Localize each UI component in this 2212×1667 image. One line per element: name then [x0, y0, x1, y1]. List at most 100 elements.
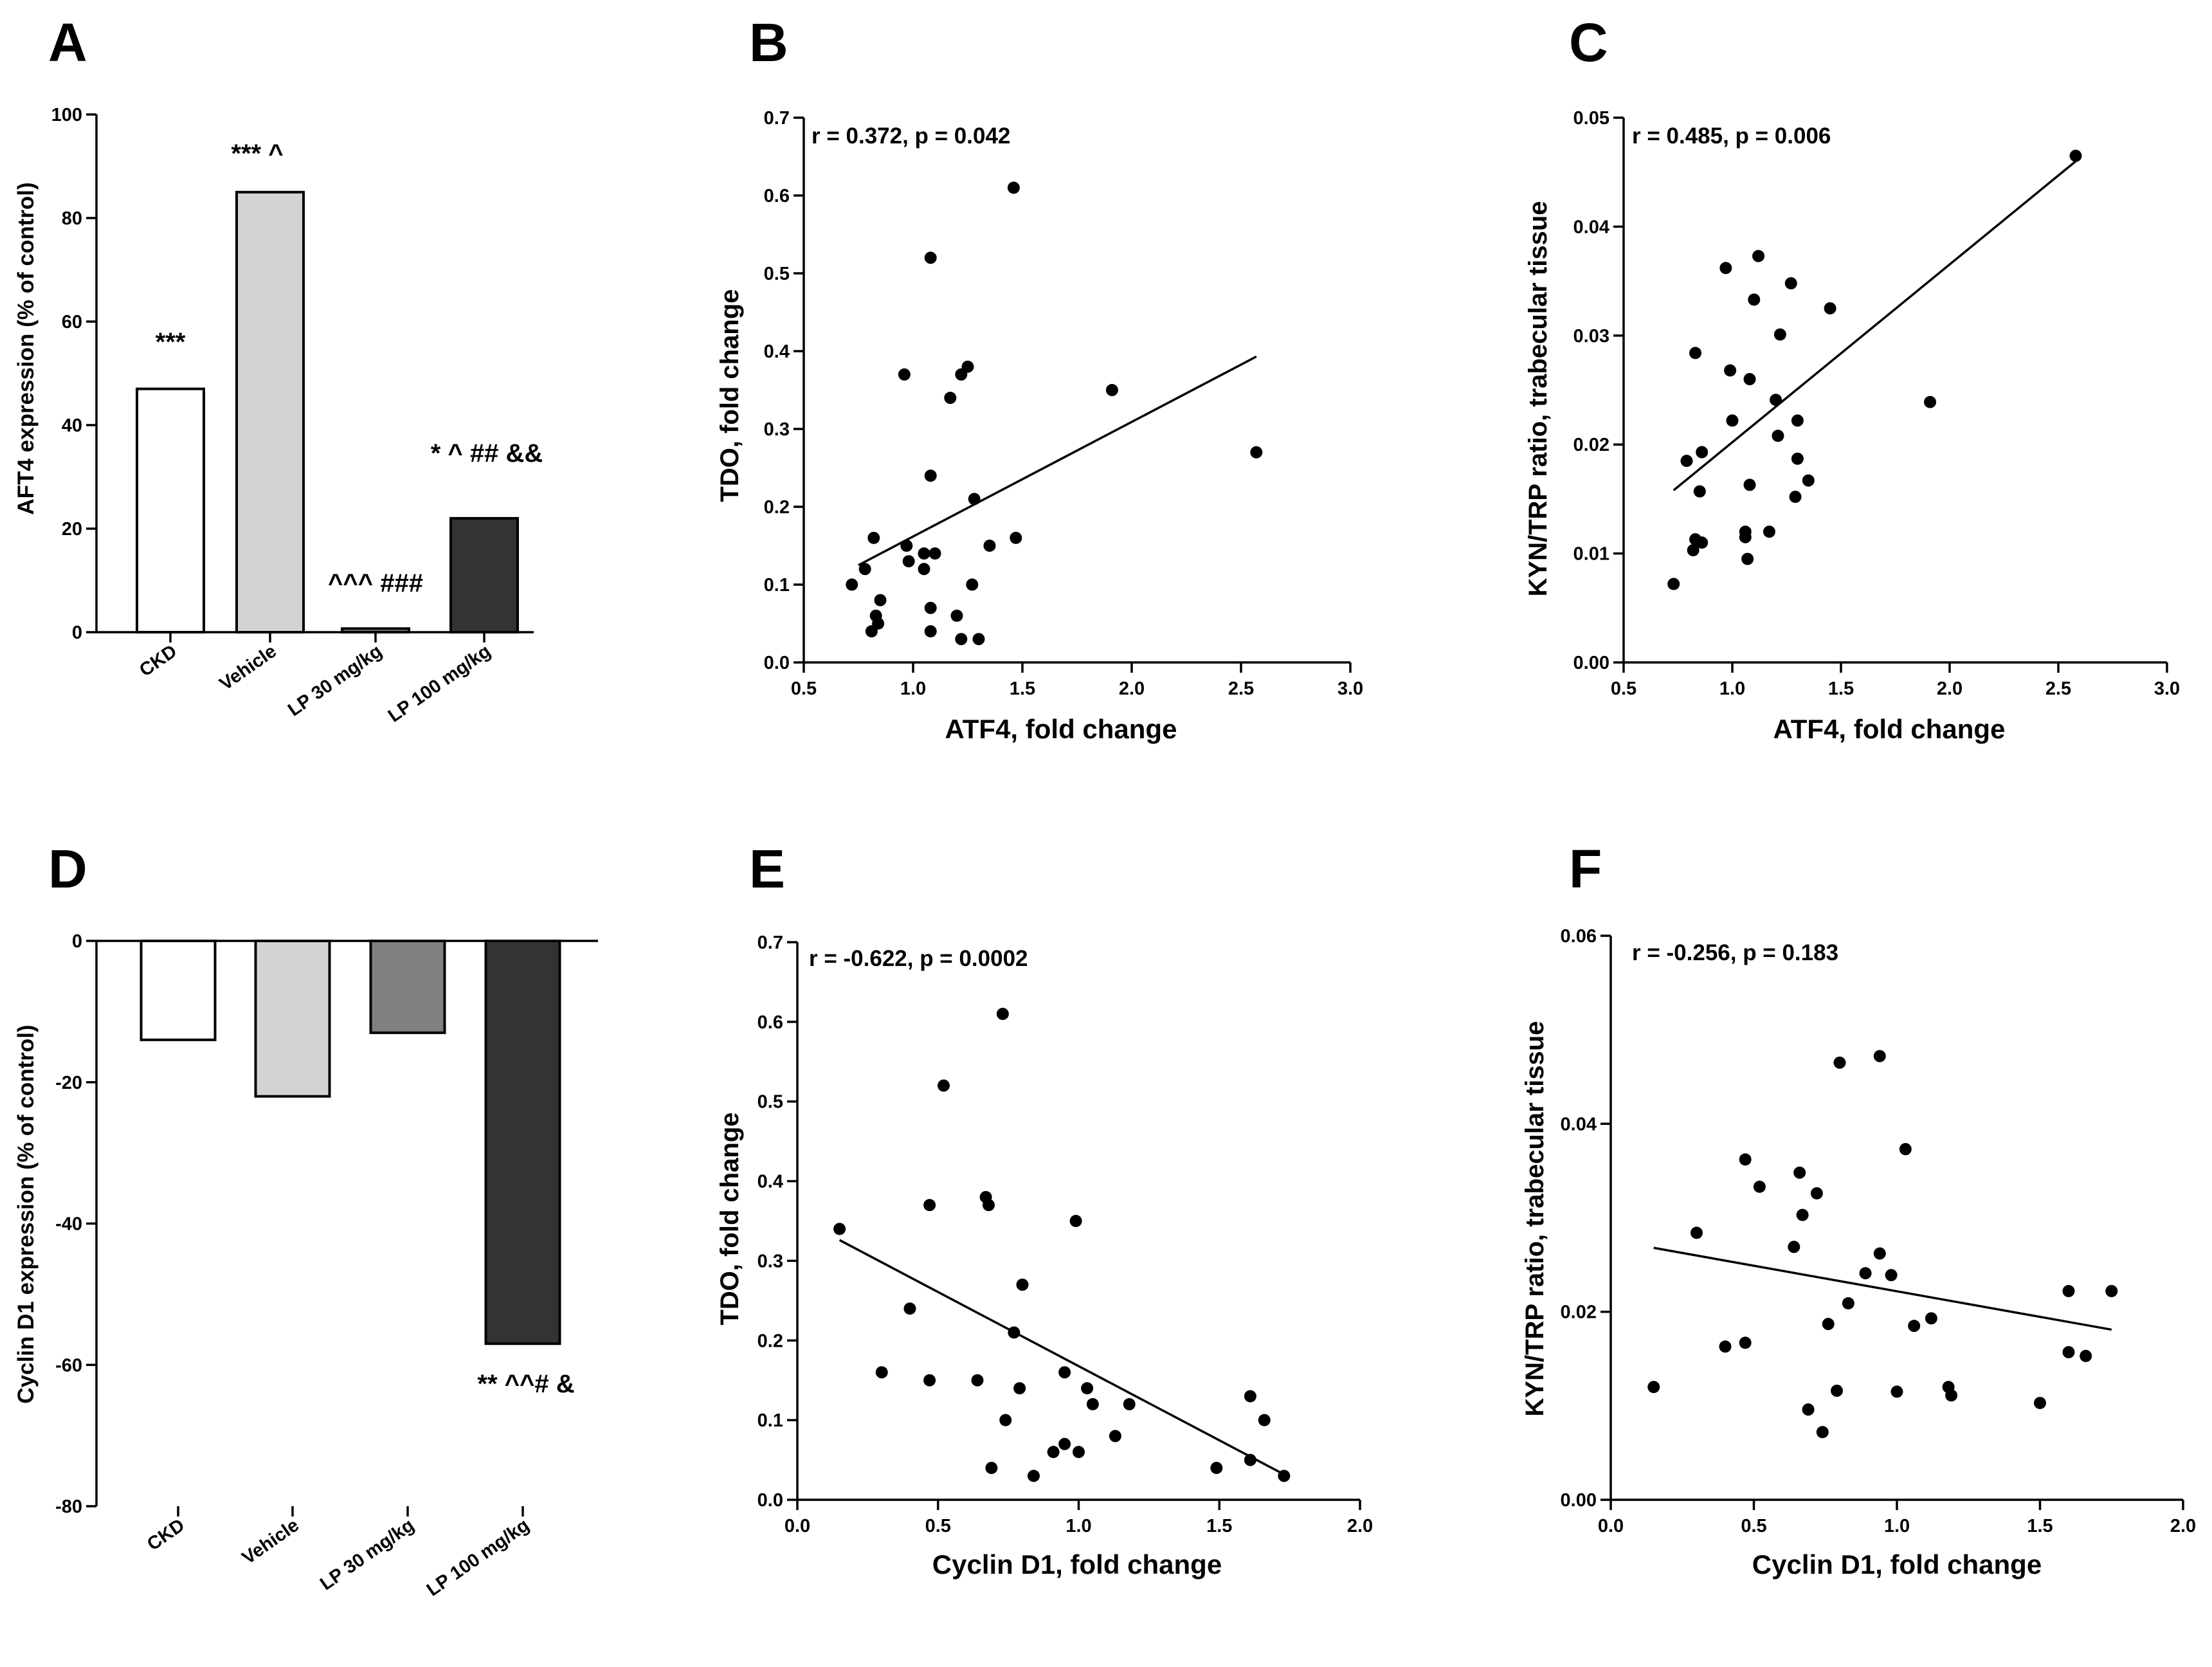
panel-a-y-tick-label: 40	[62, 415, 82, 436]
panel-c-data-point	[1696, 446, 1709, 459]
panel-e-data-point	[1008, 1326, 1020, 1339]
panel-e-y-tick-label: 0.4	[757, 1172, 783, 1192]
panel-c-data-point	[1726, 414, 1739, 427]
panel-b-data-point	[972, 633, 985, 646]
panel-b-data-point	[968, 493, 981, 506]
panel-c-data-point	[1689, 347, 1702, 360]
panel-c-data-point	[1667, 578, 1680, 590]
panel-f-data-point	[1822, 1318, 1835, 1331]
panel-d-y-tick-label: 0	[72, 931, 82, 952]
panel-b-letter: B	[749, 12, 788, 73]
panel-f-x-tick-label: 0.5	[1741, 1516, 1766, 1536]
panel-c-data-point	[1739, 531, 1752, 543]
panel-d-bar	[140, 940, 217, 1041]
panel-c-y-tick-label: 0.00	[1573, 653, 1609, 673]
panel-b-y-tick-label: 0.4	[764, 342, 790, 362]
panel-a-significance-label: * ^ ## &&	[431, 439, 543, 468]
panel-e-data-point	[1069, 1215, 1082, 1227]
panel-b-data-point	[944, 392, 957, 405]
panel-d-category-label: CKD	[143, 1515, 188, 1555]
panel-f-y-tick-label: 0.00	[1561, 1490, 1597, 1511]
panel-c-xlabel: ATF4, fold change	[1773, 714, 2006, 744]
panel-a-category-label: LP 30 mg/kg	[284, 641, 386, 721]
panel-a: A AFT4 expression (% of control) 0 20 40 60…	[14, 12, 543, 727]
panel-e-data-point	[996, 1007, 1009, 1020]
panel-b-y-tick-label: 0.5	[764, 264, 790, 284]
panel-e-x-tick-label: 2.0	[1347, 1516, 1373, 1536]
panel-b-data-point	[918, 563, 930, 576]
panel-f-data-point	[1719, 1340, 1732, 1353]
panel-f-data-point	[2062, 1346, 2075, 1359]
panel-b-data-point	[874, 594, 887, 606]
panel-f-data-point	[1739, 1336, 1752, 1349]
panel-e-data-point	[1016, 1279, 1029, 1291]
panel-a-category-label: Vehicle	[216, 641, 280, 695]
panel-b-data-point	[966, 578, 979, 591]
panel-b-data-point	[924, 469, 937, 482]
panel-b-data-point	[900, 540, 913, 552]
panel-f-data-point	[1796, 1208, 1809, 1221]
panel-a-category-label: CKD	[136, 641, 181, 681]
panel-f-x-tick-label: 0.0	[1598, 1516, 1624, 1536]
panel-c-data-point	[1770, 394, 1782, 406]
panel-e: E r = -0.622, p = 0.0002 TDO, fold chang…	[716, 839, 1373, 1580]
panel-f-xlabel: Cyclin D1, fold change	[1752, 1549, 2042, 1580]
panel-b-y-tick-label: 0.3	[764, 419, 790, 440]
panel-c-letter: C	[1569, 12, 1608, 73]
panel-f-letter: F	[1569, 839, 1602, 899]
panel-e-x-tick-label: 1.5	[1206, 1516, 1232, 1536]
panel-c-y-tick-label: 0.05	[1573, 108, 1609, 129]
panel-c-stat: r = 0.485, p = 0.006	[1632, 123, 1831, 149]
panel-c-data-point	[2069, 149, 2082, 162]
panel-c-data-point	[1791, 414, 1804, 427]
panel-e-data-point	[1244, 1453, 1256, 1466]
panel-b-y-tick-label: 0.7	[764, 108, 790, 129]
panel-a-significance-label: *** ^	[231, 140, 283, 168]
panel-e-data-point	[1073, 1446, 1085, 1459]
panel-b-data-point	[858, 563, 871, 576]
panel-a-bar	[449, 516, 519, 634]
panel-c-data-point	[1741, 552, 1754, 565]
panel-f-x-tick-label: 2.0	[2170, 1516, 2196, 1536]
panel-f-data-point	[2105, 1285, 2118, 1298]
panel-b-data-point	[1105, 384, 1118, 396]
panel-f-data-point	[1802, 1403, 1815, 1416]
panel-a-y-tick-label: 80	[62, 208, 82, 229]
panel-e-data-point	[1258, 1414, 1271, 1426]
panel-f-data-point	[1890, 1385, 1903, 1398]
panel-b-stat: r = 0.372, p = 0.042	[811, 123, 1010, 149]
panel-a-y-tick-label: 20	[62, 519, 82, 540]
panel-b-xlabel: ATF4, fold change	[945, 714, 1177, 744]
panel-d-y-tick-label: -60	[55, 1355, 82, 1376]
panel-c-regression-line	[1673, 160, 2077, 491]
panel-b-data-point	[1010, 531, 1022, 544]
panel-e-data-point	[1278, 1470, 1291, 1482]
panel-b: B r = 0.372, p = 0.042 TDO, fold change …	[716, 12, 1363, 744]
panel-f-data-point	[1647, 1381, 1660, 1394]
panel-e-y-tick-label: 0.3	[757, 1251, 783, 1271]
panel-b-x-tick-label: 2.5	[1228, 679, 1254, 699]
panel-f-y-tick-label: 0.06	[1561, 926, 1597, 947]
panel-d-category-label: LP 100 mg/kg	[423, 1515, 533, 1601]
panel-b-data-point	[924, 601, 937, 614]
panel-f-data-point	[1873, 1247, 1886, 1260]
panel-c-data-point	[1719, 262, 1732, 275]
panel-f-x-tick-label: 1.5	[2027, 1516, 2053, 1536]
panel-f-data-point	[1833, 1056, 1846, 1069]
panel-b-x-tick-label: 3.0	[1337, 679, 1363, 699]
panel-c-y-tick-label: 0.04	[1573, 217, 1609, 237]
panel-d-ylabel: Cyclin D1 expression (% of control)	[14, 1025, 39, 1403]
panel-e-data-point	[1013, 1382, 1026, 1395]
panel-e-data-point	[1123, 1398, 1136, 1410]
panel-e-y-tick-label: 0.2	[757, 1331, 783, 1351]
panel-d-bar	[254, 940, 331, 1098]
panel-b-data-point	[902, 555, 915, 568]
panel-b-data-point	[898, 368, 911, 381]
panel-e-y-tick-label: 0.0	[757, 1490, 783, 1511]
panel-f-data-point	[1831, 1384, 1844, 1397]
panel-a-category-label: LP 100 mg/kg	[385, 641, 494, 727]
panel-c-data-point	[1680, 455, 1693, 468]
panel-b-y-tick-label: 0.1	[764, 575, 790, 596]
panel-f-data-point	[1788, 1241, 1800, 1253]
panel-e-x-tick-label: 0.0	[784, 1516, 810, 1536]
